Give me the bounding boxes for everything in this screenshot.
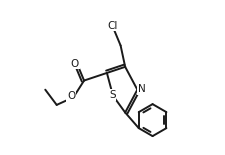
Text: O: O [70,59,79,69]
Text: N: N [137,84,145,94]
Text: O: O [67,91,75,101]
Text: S: S [108,90,115,100]
Text: Cl: Cl [107,21,117,31]
